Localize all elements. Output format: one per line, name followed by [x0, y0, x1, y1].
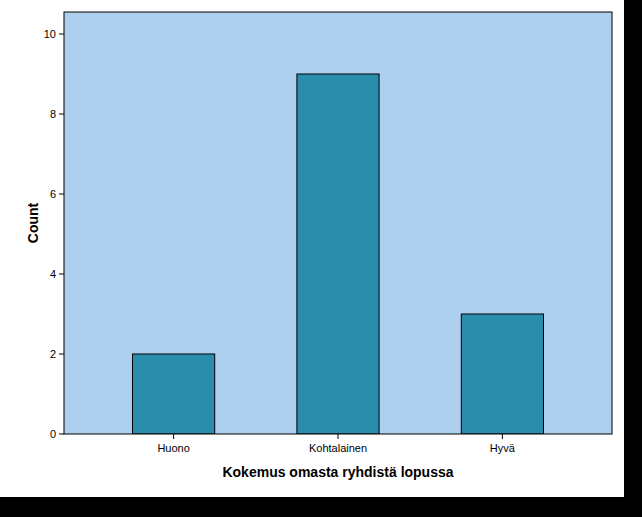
plot-background	[64, 12, 612, 434]
y-tick	[59, 274, 64, 275]
y-tick-label: 10	[44, 28, 56, 40]
x-tick-label: Hyvä	[490, 442, 516, 454]
y-tick-label: 2	[50, 348, 56, 360]
y-tick-label: 6	[50, 188, 56, 200]
y-tick-label: 8	[50, 108, 56, 120]
y-tick	[59, 434, 64, 435]
y-tick-label: 4	[50, 268, 56, 280]
y-axis-title: Count	[25, 202, 41, 243]
x-tick-label: Kohtalainen	[309, 442, 367, 454]
bar	[297, 74, 379, 434]
y-tick-label: 0	[50, 428, 56, 440]
bar	[133, 354, 215, 434]
x-tick	[173, 434, 174, 439]
y-tick	[59, 114, 64, 115]
bars	[133, 74, 544, 434]
page-background	[0, 0, 624, 497]
chart-svg: 0 2 4 6 8 10 Huono Kohtalainen Hyvä Kokemus omast…	[0, 0, 642, 517]
x-tick	[502, 434, 503, 439]
y-tick	[59, 34, 64, 35]
x-tick	[338, 434, 339, 439]
bar	[461, 314, 543, 434]
chart-container: 0 2 4 6 8 10 Huono Kohtalainen Hyvä Kokemus omast…	[0, 0, 642, 517]
y-tick	[59, 194, 64, 195]
plot-frame	[64, 12, 612, 434]
x-tick-label: Huono	[157, 442, 189, 454]
x-axis-title: Kokemus omasta ryhdistä lopussa	[222, 464, 453, 480]
page-border	[0, 0, 642, 517]
y-tick	[59, 354, 64, 355]
